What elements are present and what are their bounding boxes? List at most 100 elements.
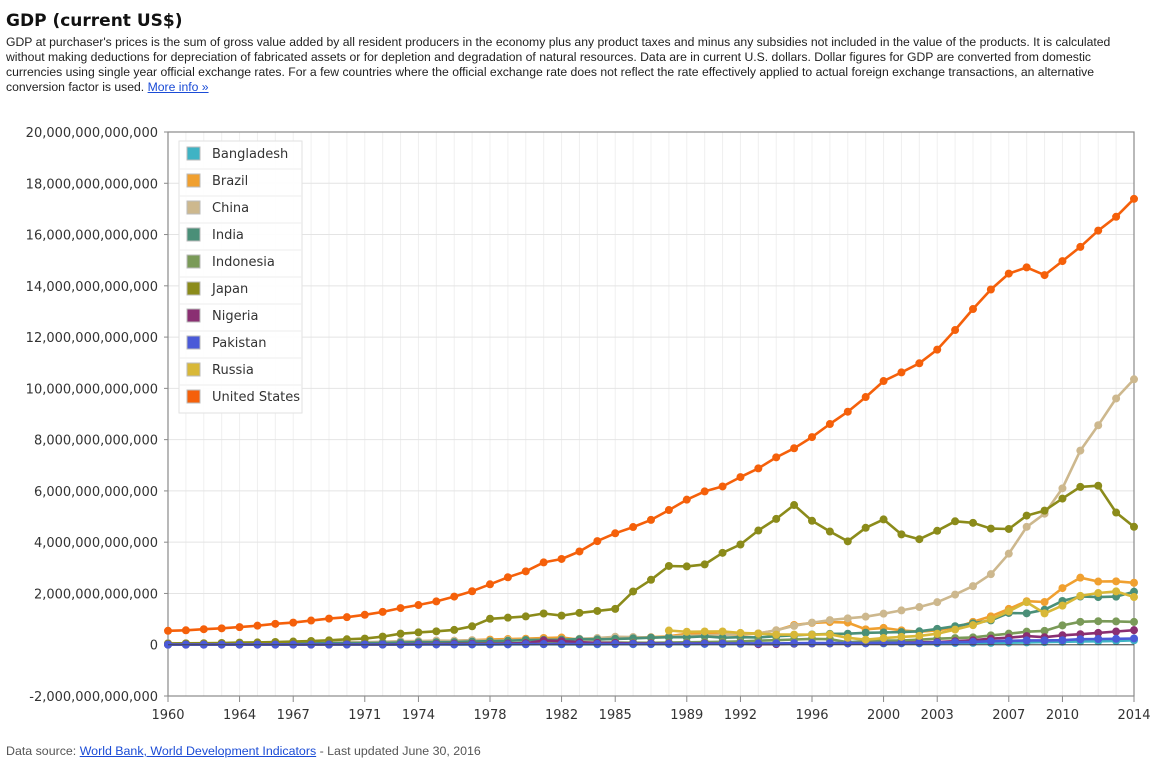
data-point (808, 639, 816, 648)
data-point (915, 359, 924, 368)
legend-swatch (186, 227, 201, 242)
y-tick-label: 18,000,000,000,000 (26, 177, 158, 192)
data-point (897, 530, 906, 539)
data-point (1076, 573, 1085, 582)
gdp-line-chart: -2,000,000,000,000 0 2,000,000,000,000 4,00… (26, 126, 1151, 723)
y-tick-label: 4,000,000,000,000 (34, 536, 158, 551)
data-point (1130, 617, 1138, 626)
data-point (682, 627, 691, 636)
series-united-states (164, 194, 1138, 635)
x-tick-label: 1992 (724, 708, 757, 723)
legend-swatch (186, 281, 201, 296)
data-point (503, 613, 512, 622)
data-point (879, 628, 888, 637)
legend-label: Russia (212, 363, 254, 378)
data-point (164, 626, 172, 635)
data-point (1130, 578, 1138, 587)
data-point (1058, 621, 1067, 630)
data-point (1094, 589, 1103, 598)
data-point (682, 495, 691, 504)
data-point (718, 627, 727, 636)
data-point (736, 540, 745, 549)
legend-label: Bangladesh (212, 147, 288, 162)
page-title: GDP (current US$) (6, 11, 183, 31)
data-point (969, 305, 977, 314)
data-point (772, 639, 781, 648)
data-point (951, 625, 960, 634)
data-point (647, 639, 655, 648)
data-point (879, 515, 888, 524)
data-point (1130, 522, 1138, 531)
data-point (1130, 194, 1138, 203)
more-info-link[interactable]: More info » (147, 80, 209, 94)
data-point (253, 621, 262, 630)
legend-swatch (186, 308, 201, 323)
data-point (521, 567, 530, 576)
data-point (1076, 617, 1085, 626)
data-point (1040, 626, 1049, 635)
data-point (557, 639, 566, 648)
data-point (736, 628, 745, 637)
data-point (915, 603, 924, 612)
data-point (986, 570, 995, 579)
source-prefix: Data source: (6, 744, 80, 758)
x-tick-label: 1996 (795, 708, 828, 723)
data-point (986, 524, 995, 533)
data-point (521, 640, 530, 649)
data-point (933, 345, 942, 354)
data-point (700, 560, 709, 569)
data-point (1130, 593, 1138, 602)
y-tick-label: 6,000,000,000,000 (34, 485, 158, 500)
data-point (1076, 482, 1085, 491)
data-point (861, 612, 870, 621)
data-point (611, 639, 620, 648)
data-point (289, 618, 298, 627)
x-tick-label: 2003 (921, 708, 954, 723)
legend-swatch (186, 362, 201, 377)
data-point (951, 517, 960, 526)
data-point (539, 609, 548, 618)
data-point (1004, 636, 1013, 645)
data-point (1112, 634, 1121, 643)
data-point (647, 515, 655, 524)
data-point (969, 518, 977, 527)
data-point (342, 613, 351, 622)
legend-label: China (212, 201, 249, 216)
data-point (718, 482, 727, 491)
x-tick-label: 1960 (151, 708, 184, 723)
data-point (933, 629, 942, 638)
data-point (503, 573, 512, 582)
data-source-line: Data source: World Bank, World Developme… (6, 744, 481, 758)
data-point (682, 562, 691, 571)
data-point (539, 558, 548, 567)
data-point (360, 610, 369, 619)
legend-label: Pakistan (212, 336, 266, 351)
data-point (1040, 506, 1049, 515)
legend-label: Nigeria (212, 309, 259, 324)
data-point (825, 630, 834, 639)
data-point (664, 626, 673, 635)
data-point (718, 548, 727, 557)
source-link[interactable]: World Bank, World Development Indicators (79, 744, 317, 758)
data-point (1040, 636, 1049, 645)
data-point (969, 637, 977, 646)
x-tick-label: 1989 (670, 708, 703, 723)
y-tick-label: 0 (150, 639, 158, 654)
data-point (378, 607, 387, 616)
x-tick-label: 1964 (223, 708, 256, 723)
x-tick-label: 1971 (348, 708, 381, 723)
data-point (1076, 635, 1085, 644)
description-text: GDP at purchaser's prices is the sum of … (6, 35, 1111, 94)
data-point (718, 639, 727, 648)
data-point (1076, 591, 1085, 600)
x-tick-label: 1978 (473, 708, 506, 723)
data-point (539, 640, 548, 649)
data-point (575, 608, 584, 617)
data-point (700, 627, 709, 636)
data-point (986, 285, 995, 294)
data-point (772, 453, 781, 462)
legend-swatch (186, 146, 201, 161)
data-point (879, 609, 888, 618)
y-tick-label: -2,000,000,000,000 (29, 690, 158, 705)
data-point (879, 377, 888, 386)
